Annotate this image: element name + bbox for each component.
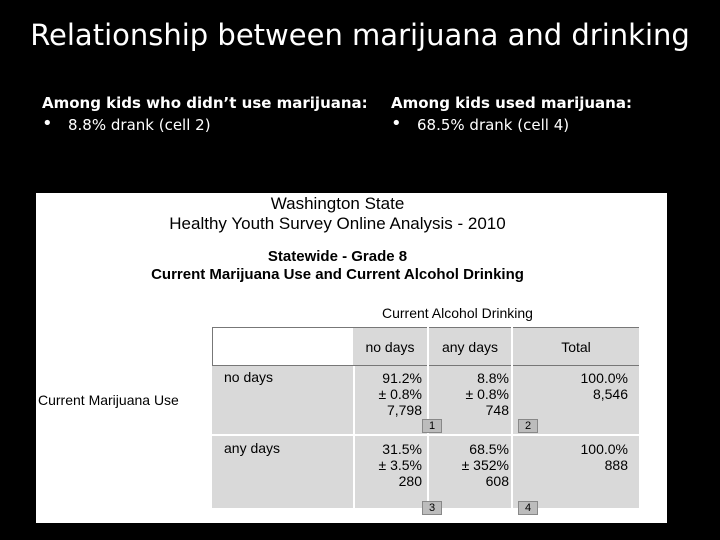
cell-count: 280 bbox=[398, 473, 422, 489]
right-summary: Among kids used marijuana: • 68.5% drank… bbox=[391, 92, 632, 136]
cell-ci: ± 352% bbox=[461, 457, 509, 473]
cell-number-badge: 4 bbox=[518, 501, 538, 515]
table-cell: 8.8% ± 0.8% 748 bbox=[437, 370, 509, 418]
cell-percent: 68.5% bbox=[469, 441, 509, 457]
left-summary-bullet: 8.8% drank (cell 2) bbox=[68, 116, 211, 134]
cell-percent: 8.8% bbox=[477, 370, 509, 386]
bullet-icon: • bbox=[391, 113, 402, 134]
left-summary-heading: Among kids who didn’t use marijuana: bbox=[42, 94, 368, 112]
table-corner bbox=[212, 327, 354, 366]
column-divider bbox=[353, 366, 355, 434]
cell-number-badge: 3 bbox=[422, 501, 442, 515]
column-divider bbox=[511, 366, 513, 434]
right-summary-bullet-row: • 68.5% drank (cell 4) bbox=[391, 114, 632, 136]
cell-count: 8,546 bbox=[592, 386, 628, 402]
column-divider bbox=[511, 436, 513, 508]
cell-percent: 100.0% bbox=[580, 441, 628, 457]
bullet-icon: • bbox=[42, 113, 53, 134]
cell-ci: ± 0.8% bbox=[465, 386, 509, 402]
cell-percent: 31.5% bbox=[382, 441, 422, 457]
cell-percent: 100.0% bbox=[580, 370, 628, 386]
report-title-line1: Washington State bbox=[270, 194, 405, 213]
column-divider bbox=[427, 436, 429, 508]
right-summary-bullet: 68.5% drank (cell 4) bbox=[417, 116, 570, 134]
column-divider bbox=[353, 436, 355, 508]
cell-number-badge: 2 bbox=[518, 419, 538, 433]
report-subtitle-line2: Current Marijuana Use and Current Alcoho… bbox=[151, 266, 524, 283]
left-summary: Among kids who didn’t use marijuana: • 8… bbox=[42, 92, 368, 136]
slide-title: Relationship between marijuana and drink… bbox=[30, 18, 690, 52]
column-group-label: Current Alcohol Drinking bbox=[382, 305, 533, 321]
column-divider bbox=[427, 366, 429, 434]
cell-ci: ± 0.8% bbox=[378, 386, 422, 402]
cell-ci: ± 3.5% bbox=[378, 457, 422, 473]
cell-count: 7,798 bbox=[386, 402, 422, 418]
cell-count: 608 bbox=[485, 473, 509, 489]
column-header-total: Total bbox=[513, 327, 639, 366]
right-summary-heading: Among kids used marijuana: bbox=[391, 94, 632, 112]
cell-count: 888 bbox=[604, 457, 628, 473]
table-row: no days 91.2% ± 0.8% 7,798 8.8% ± 0.8% 7… bbox=[212, 366, 639, 434]
table-cell: 100.0% 8,546 bbox=[517, 370, 628, 402]
column-divider bbox=[511, 327, 513, 364]
table-cell: 68.5% ± 352% 608 bbox=[437, 441, 509, 489]
table-cell: 91.2% ± 0.8% 7,798 bbox=[362, 370, 422, 418]
cell-number-badge: 1 bbox=[422, 419, 442, 433]
column-divider bbox=[427, 327, 429, 364]
column-header-any-days: any days bbox=[429, 327, 511, 366]
report-subtitle-line1: Statewide - Grade 8 bbox=[267, 248, 408, 265]
row-label-any-days: any days bbox=[224, 440, 281, 456]
row-group-label: Current Marijuana Use bbox=[38, 392, 179, 408]
row-label-no-days: no days bbox=[224, 369, 274, 385]
column-header-no-days: no days bbox=[353, 327, 427, 366]
survey-table-image: Washington State Healthy Youth Survey On… bbox=[36, 193, 667, 523]
report-title-line2: Healthy Youth Survey Online Analysis - 2… bbox=[169, 214, 506, 233]
table-cell: 100.0% 888 bbox=[517, 441, 628, 473]
left-summary-bullet-row: • 8.8% drank (cell 2) bbox=[42, 114, 368, 136]
table-cell: 31.5% ± 3.5% 280 bbox=[362, 441, 422, 489]
table-row: any days 31.5% ± 3.5% 280 68.5% ± 352% 6… bbox=[212, 436, 639, 508]
cell-count: 748 bbox=[485, 402, 509, 418]
cell-percent: 91.2% bbox=[382, 370, 422, 386]
row-divider bbox=[212, 434, 639, 436]
